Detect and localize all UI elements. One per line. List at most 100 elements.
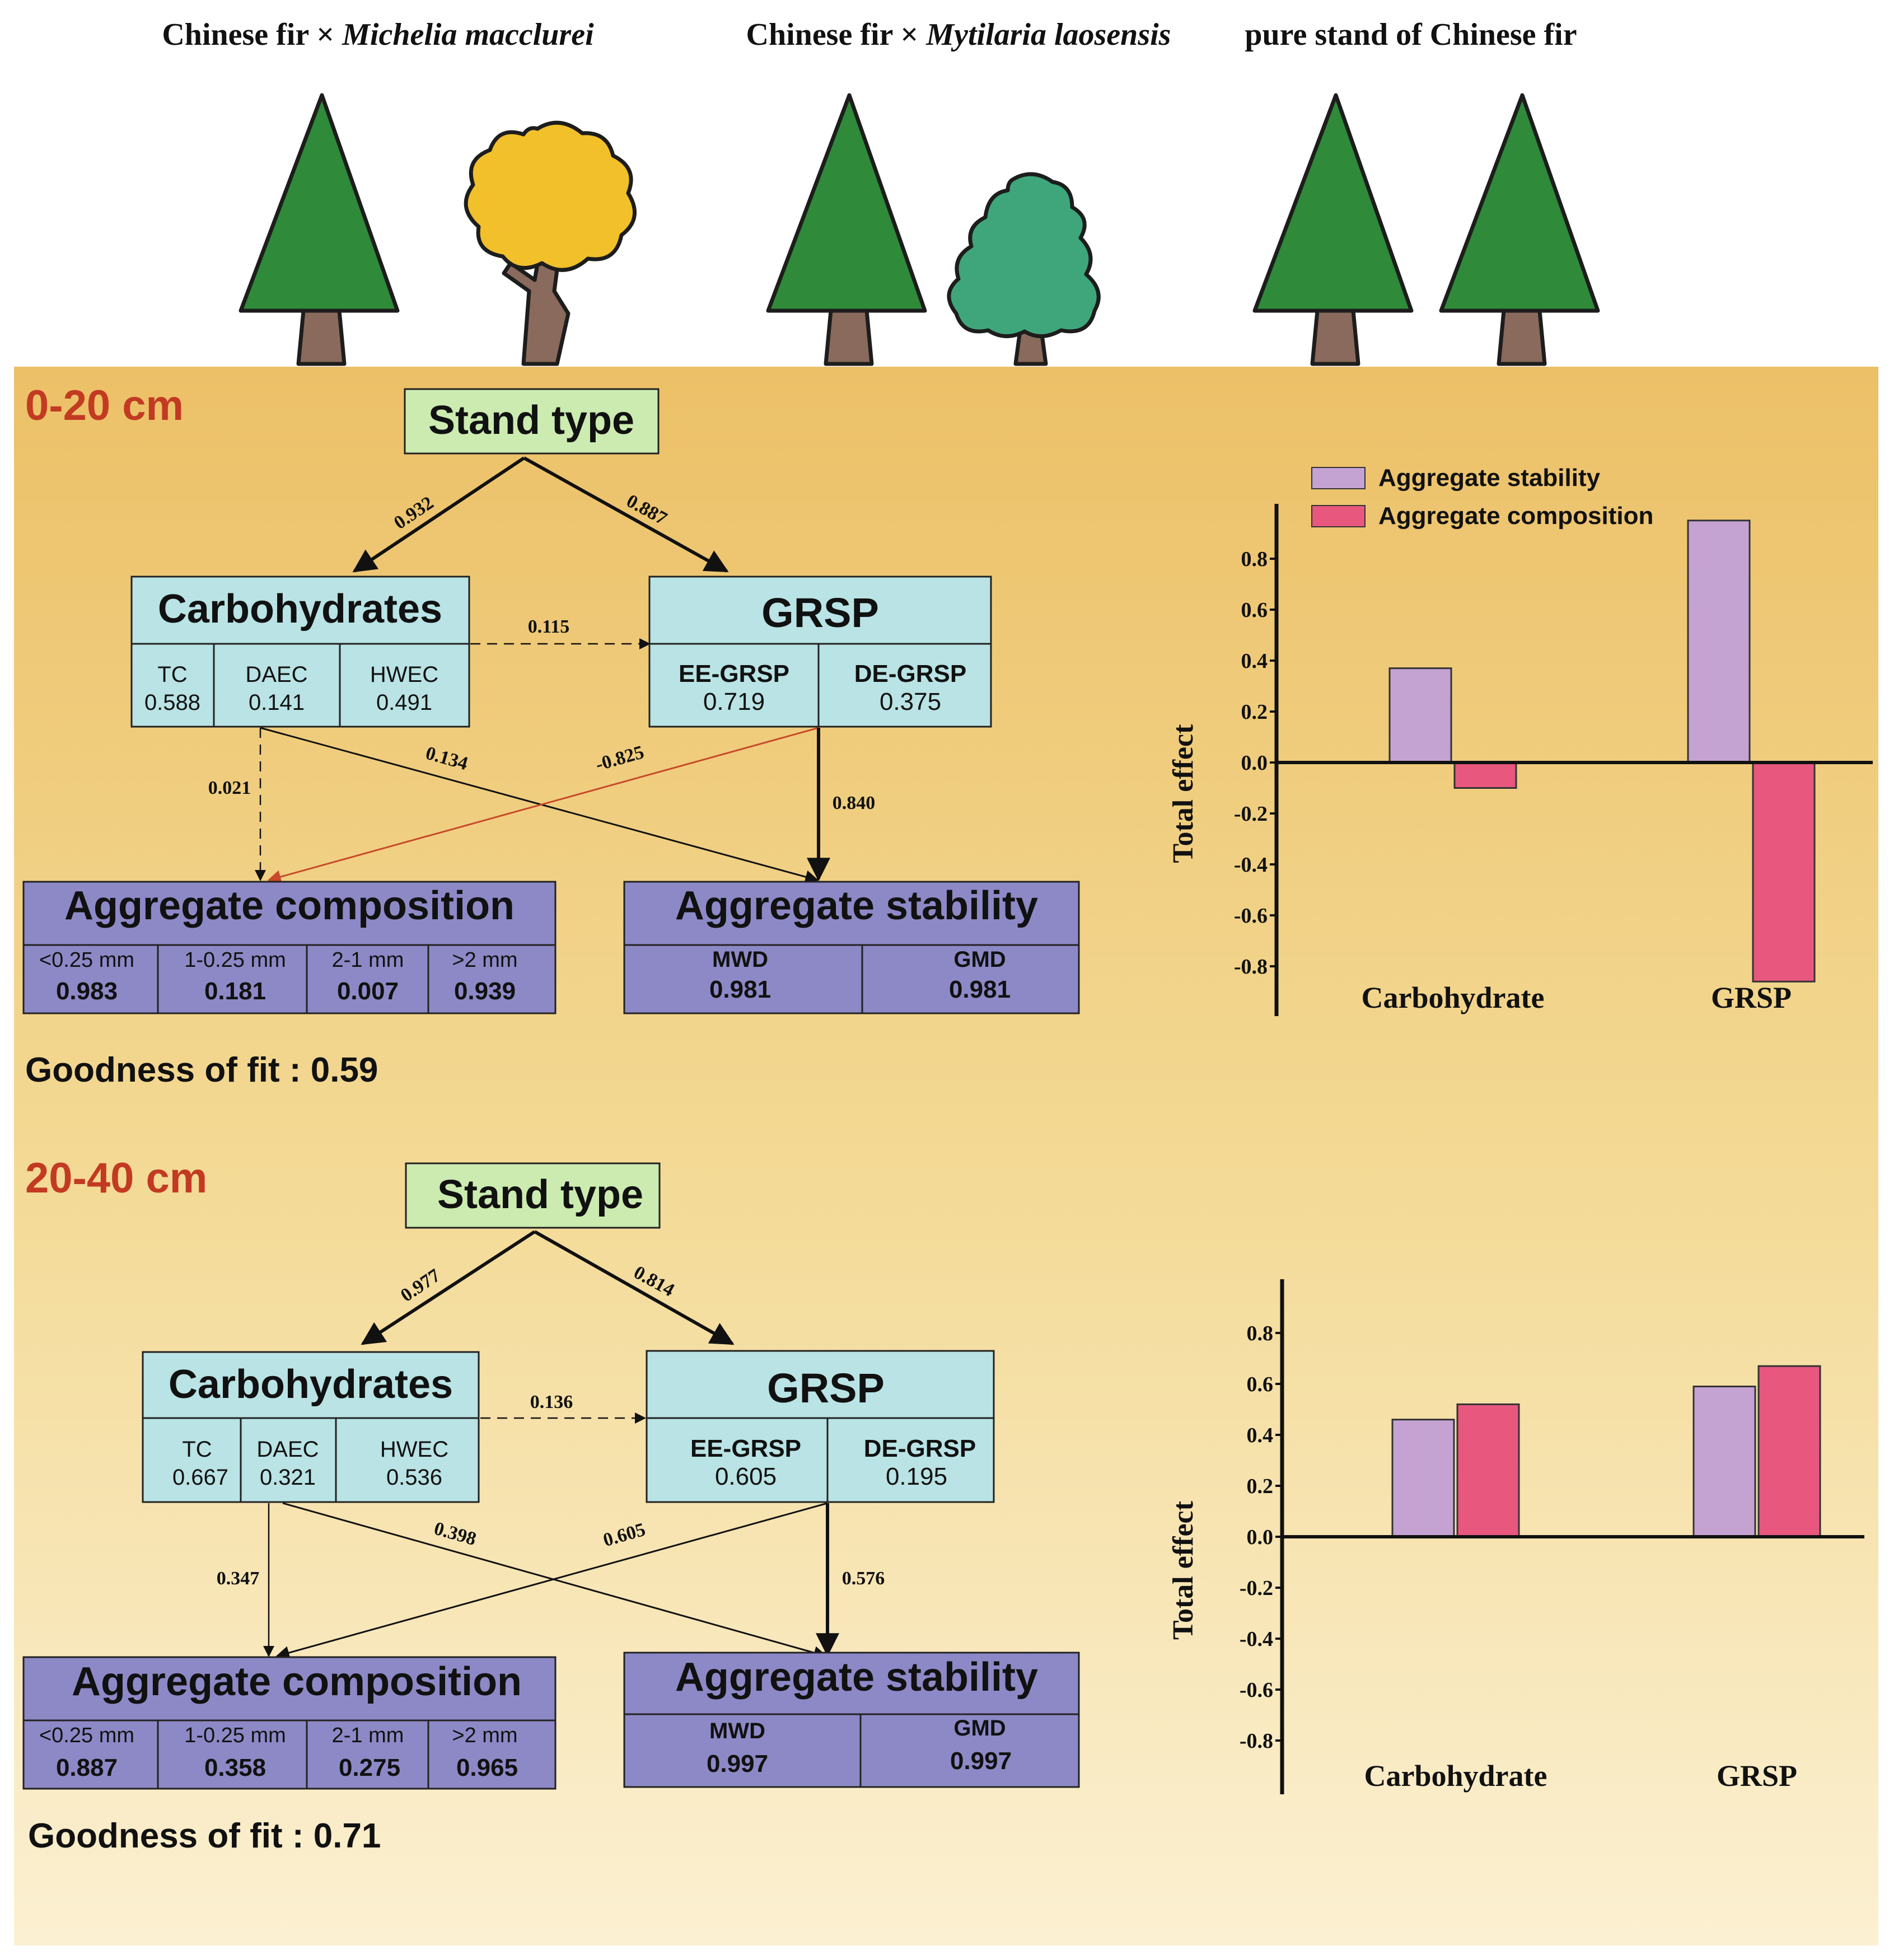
svg-text:Aggregate composition: Aggregate composition — [64, 883, 515, 928]
var-name: MWD — [712, 947, 768, 972]
svg-text:Aggregate composition: Aggregate composition — [72, 1659, 522, 1704]
tree-illustrations — [239, 93, 1600, 366]
broadleaf-tree-mytilaria-icon — [947, 172, 1101, 366]
aggregate-composition-box: Aggregate composition <0.25 mm 0.983 1-0… — [22, 881, 557, 1014]
depth-label: 20-40 cm — [25, 1154, 207, 1202]
stand-type-box: Stand type — [404, 388, 660, 455]
var-value: 0.375 — [880, 688, 941, 715]
conifer-tree-icon — [1439, 93, 1600, 366]
var-name: <0.25 mm — [39, 1724, 134, 1747]
var-name: TC — [182, 1437, 212, 1462]
bar-aggregate-composition — [1752, 761, 1816, 983]
svg-text:Aggregate stability: Aggregate stability — [675, 883, 1038, 928]
path-coef-grsp-stab: 0.840 — [833, 793, 876, 813]
goodness-of-fit: Goodness of fit : 0.71 — [28, 1817, 381, 1855]
bar-aggregate-stability — [1388, 667, 1452, 764]
aggregate-stability-box: Aggregate stability MWD 0.981 GMD 0.981 — [623, 881, 1080, 1014]
conifer-tree-icon — [239, 93, 400, 366]
var-name: DE-GRSP — [854, 660, 966, 687]
y-tick-label: -0.6 — [1234, 904, 1268, 928]
path-coef-carb-comp: 0.347 — [217, 1568, 260, 1589]
var-name: HWEC — [380, 1437, 448, 1462]
carbohydrates-box: Carbohydrates TC 0.667 DAEC 0.321 HWEC 0… — [142, 1351, 480, 1503]
bar-aggregate-composition — [1757, 1365, 1821, 1538]
y-tick-label: -0.2 — [1234, 802, 1268, 826]
var-value: 0.358 — [204, 1754, 266, 1781]
var-name: DAEC — [256, 1437, 319, 1462]
y-tick-label: 0.0 — [1241, 751, 1268, 775]
svg-text:GRSP: GRSP — [767, 1365, 885, 1411]
y-axis-label: Total effect — [1167, 1500, 1199, 1640]
var-name: 2-1 mm — [332, 948, 404, 972]
grsp-box: GRSP EE-GRSP 0.719 DE-GRSP 0.375 — [648, 576, 992, 728]
y-tick-label: 0.2 — [1247, 1475, 1274, 1498]
var-value: 0.997 — [950, 1747, 1012, 1775]
var-name: 1-0.25 mm — [184, 1724, 286, 1747]
y-tick-label: 0.8 — [1247, 1322, 1274, 1345]
y-tick-label: 0.6 — [1247, 1373, 1274, 1396]
var-value: 0.007 — [337, 977, 399, 1005]
svg-text:Stand type: Stand type — [428, 398, 634, 443]
var-name: GMD — [953, 1716, 1006, 1741]
var-value: 0.887 — [56, 1754, 118, 1781]
var-value: 0.195 — [886, 1463, 947, 1490]
var-name: >2 mm — [452, 948, 517, 972]
path-coef-carb-grsp: 0.136 — [530, 1392, 573, 1412]
var-value: 0.997 — [707, 1750, 768, 1777]
svg-text:GRSP: GRSP — [761, 590, 879, 636]
var-name: >2 mm — [452, 1724, 517, 1747]
path-coef-grsp-stab: 0.576 — [842, 1568, 885, 1589]
bar-aggregate-composition — [1456, 1403, 1520, 1538]
arrow-stand-to-carbohydrates — [361, 1230, 536, 1345]
legend-label: Aggregate composition — [1378, 502, 1653, 530]
var-value: 0.939 — [454, 977, 516, 1005]
category-label: Carbohydrate — [1362, 981, 1545, 1014]
y-tick-label: -0.4 — [1234, 853, 1268, 877]
bar-aggregate-composition — [1453, 761, 1517, 789]
y-tick-label: -0.8 — [1240, 1729, 1273, 1753]
var-name: GMD — [953, 947, 1006, 972]
y-tick-label: -0.8 — [1234, 955, 1268, 979]
var-name: DE-GRSP — [864, 1435, 976, 1462]
y-tick-label: 0.4 — [1241, 649, 1268, 673]
legend-swatch — [1311, 467, 1366, 489]
total-effect-chart-0-20cm: 0.8 0.6 0.4 0.2 0.0 -0.2 -0.4 -0.6 -0.8 Total eff… — [1167, 464, 1873, 1016]
var-name: MWD — [709, 1719, 765, 1743]
arrow-stand-to-grsp — [523, 456, 729, 573]
y-tick-label: 0.4 — [1247, 1424, 1274, 1447]
y-tick-label: 0.0 — [1247, 1526, 1274, 1549]
stand-type-box: Stand type — [405, 1162, 661, 1229]
var-name: 1-0.25 mm — [184, 948, 286, 972]
path-arrows — [263, 1230, 839, 1659]
category-label: GRSP — [1717, 1759, 1797, 1793]
stand-label-pure: pure stand of Chinese fir — [1245, 17, 1577, 52]
var-value: 0.141 — [249, 690, 305, 715]
y-tick-label: 0.2 — [1241, 700, 1268, 724]
y-tick-label: -0.4 — [1240, 1627, 1273, 1651]
var-name: <0.25 mm — [39, 948, 134, 972]
y-tick-label: -0.6 — [1240, 1678, 1273, 1702]
arrow-grsp-to-composition — [267, 727, 819, 883]
var-name: EE-GRSP — [679, 660, 789, 687]
arrow-stand-to-grsp — [534, 1230, 735, 1345]
var-value: 0.536 — [386, 1465, 442, 1490]
var-value: 0.983 — [56, 977, 118, 1005]
var-value: 0.667 — [172, 1465, 228, 1490]
path-coef-carb-grsp: 0.115 — [528, 616, 570, 637]
var-value: 0.605 — [715, 1463, 777, 1490]
bar-aggregate-stability — [1391, 1419, 1455, 1538]
category-label: Carbohydrate — [1364, 1759, 1547, 1793]
conifer-tree-icon — [766, 93, 927, 366]
var-value: 0.981 — [709, 976, 771, 1003]
y-tick-label: -0.2 — [1240, 1577, 1273, 1600]
total-effect-chart-20-40cm: 0.8 0.6 0.4 0.2 0.0 -0.2 -0.4 -0.6 -0.8 Total eff… — [1167, 1279, 1864, 1794]
conifer-tree-icon — [1252, 93, 1414, 366]
carbohydrates-box: Carbohydrates TC 0.588 DAEC 0.141 HWEC 0… — [130, 576, 470, 728]
path-arrows — [255, 456, 830, 883]
broadleaf-tree-michelia-icon — [464, 120, 637, 366]
stand-label-mytilaria: Chinese fir × Mytilaria laosensis — [746, 17, 1171, 52]
var-value: 0.981 — [949, 976, 1011, 1003]
panel-20-40cm: 20-40 cm 0.977 0.814 0.136 0.347 0.398 0… — [22, 1154, 1080, 1855]
bar-aggregate-stability — [1687, 520, 1751, 764]
aggregate-stability-box: Aggregate stability MWD 0.997 GMD 0.997 — [623, 1652, 1080, 1788]
